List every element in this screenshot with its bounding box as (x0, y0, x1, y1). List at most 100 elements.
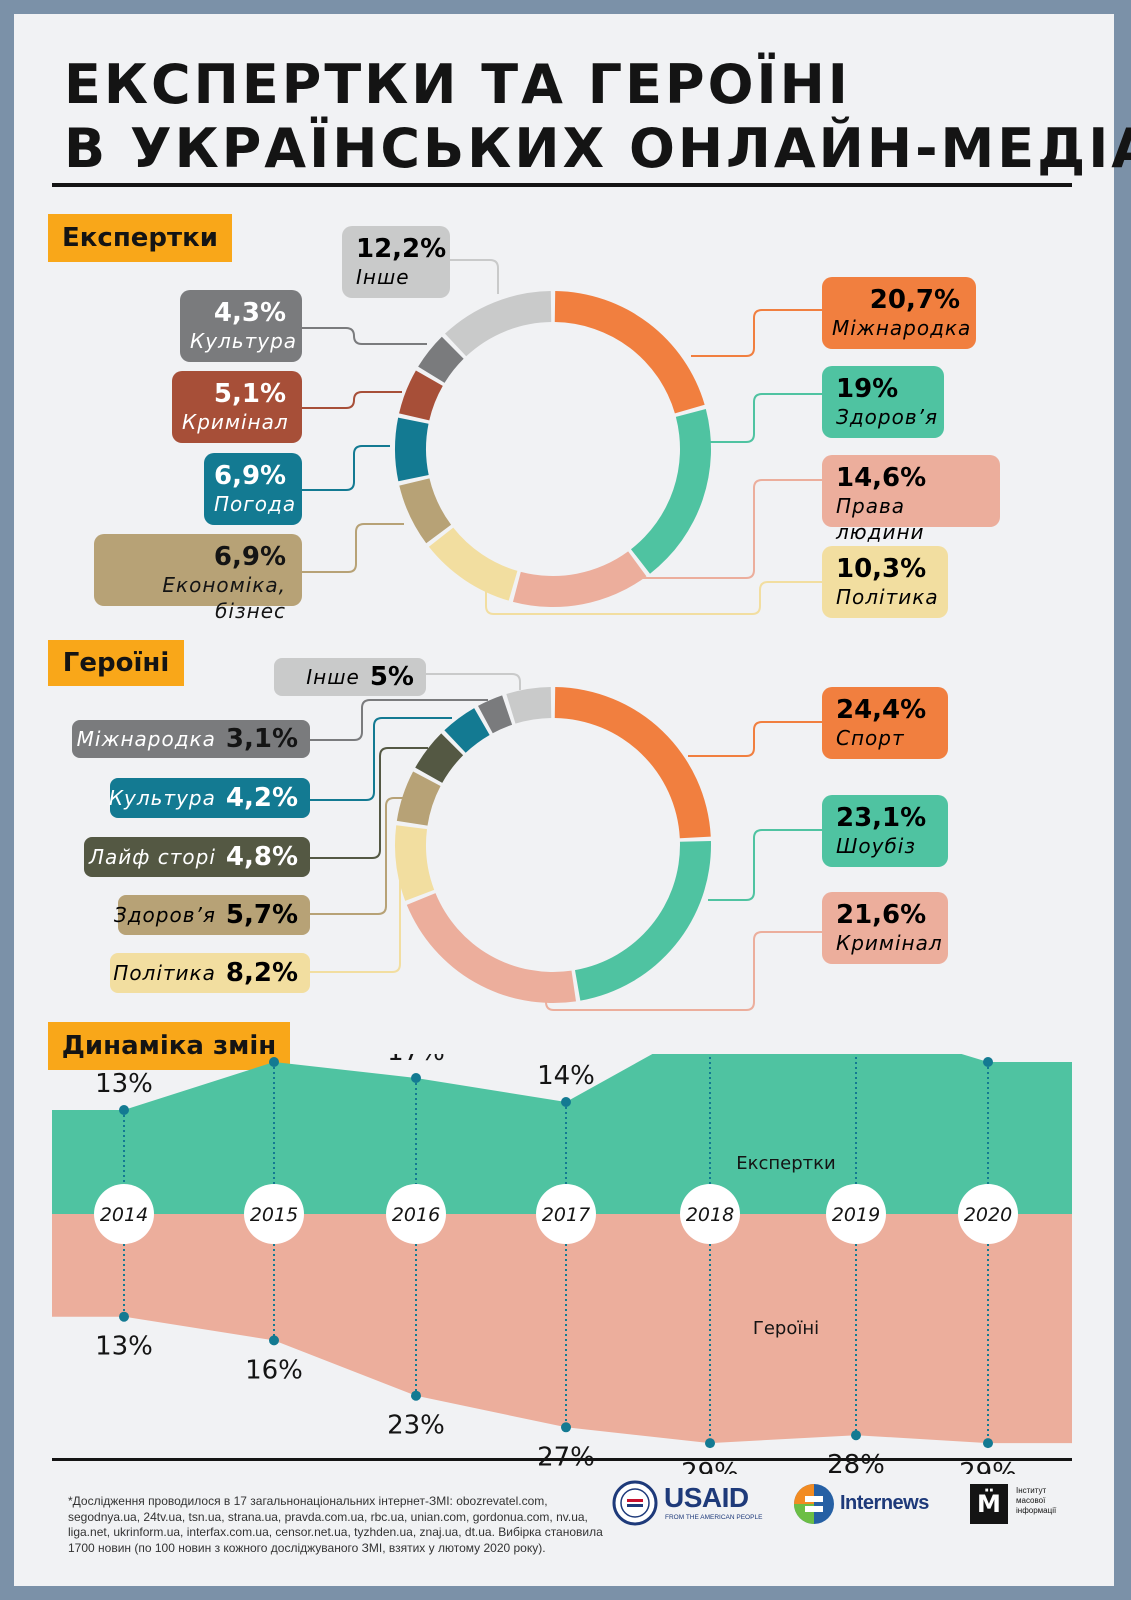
usaid-tagline: FROM THE AMERICAN PEOPLE (665, 1514, 763, 1521)
heroines-label-crime: 21,6% Кримінал (822, 892, 948, 964)
heroines-donut-slice-4 (396, 771, 441, 826)
year-badge (536, 1184, 596, 1244)
heroines-point (851, 1430, 861, 1441)
experts-donut-slice-0 (554, 291, 705, 414)
experts-value-label: 13% (95, 1069, 153, 1099)
experts-human-rights-label: Права людини (836, 494, 925, 544)
year-badge (94, 1184, 154, 1244)
heroines-donut-slice-2 (406, 893, 577, 1003)
experts-label-crime: 5,1% Кримінал (172, 371, 302, 443)
experts-value-label: 17% (387, 1054, 445, 1067)
experts-point (119, 1105, 129, 1115)
heroines-point (269, 1335, 279, 1346)
heroines-politics-label: Політика (113, 961, 216, 985)
experts-health-value: 19% (836, 374, 899, 404)
heroines-label-life-story: Лайф сторі 4,8% (84, 837, 310, 877)
infographic-card: ЕКСПЕРТКИ ТА ГЕРОЇНІ В УКРАЇНСЬКИХ ОНЛАЙ… (14, 14, 1131, 1586)
year-label: 2016 (392, 1204, 440, 1226)
heroines-donut-slice-5 (415, 733, 464, 783)
heroines-crime-label: Кримінал (836, 931, 943, 955)
experts-politics-label: Політика (836, 585, 939, 609)
heroines-label-international: Міжнародка 3,1% (72, 720, 310, 758)
experts-donut-slice-7 (418, 336, 464, 383)
experts-label-health: 19% Здоров’я (822, 366, 944, 438)
experts-donut-slice-4 (399, 478, 452, 544)
heroines-label-sport: 24,4% Спорт (822, 687, 948, 759)
experts-international-label: Міжнародка (832, 316, 972, 340)
section-tag-experts: Експертки (48, 214, 232, 262)
experts-crime-label: Кримінал (182, 410, 289, 434)
heroines-donut-slice-7 (478, 695, 513, 734)
heroines-crime-value: 21,6% (836, 900, 927, 930)
heroines-point (983, 1438, 993, 1449)
heroines-value-label: 27% (537, 1442, 595, 1472)
heroines-politics-value: 8,2% (225, 958, 298, 988)
experts-value-label: 14% (537, 1061, 595, 1091)
experts-economy-value: 6,9% (213, 542, 286, 572)
heroines-international-label: Міжнародка (76, 727, 216, 751)
heroines-donut-slice-8 (506, 687, 552, 724)
heroines-donut-slice-0 (554, 687, 711, 839)
section-tag-heroines: Героїні (48, 640, 184, 686)
title-divider (52, 183, 1072, 187)
heroines-donut-slice-3 (395, 825, 435, 901)
heroines-value-label: 29% (681, 1458, 739, 1474)
heroines-culture-label: Культура (108, 786, 216, 810)
experts-label-international: 20,7% Міжнародка (822, 277, 976, 349)
usaid-wordmark: USAID (664, 1482, 749, 1513)
experts-donut-slice-3 (428, 527, 518, 601)
heroines-donut-chart (395, 687, 711, 1003)
experts-other-value: 12,2% (356, 234, 447, 264)
page-title-line2: В УКРАЇНСЬКИХ ОНЛАЙН-МЕДІА (64, 117, 1131, 180)
internews-wordmark: Internews (840, 1492, 929, 1514)
heroines-showbiz-value: 23,1% (836, 803, 927, 833)
year-label: 2019 (832, 1204, 880, 1226)
heroines-life-story-label: Лайф сторі (89, 845, 216, 869)
experts-point (561, 1097, 571, 1107)
internews-mark-icon (794, 1484, 834, 1524)
experts-donut-slice-2 (512, 551, 647, 607)
heroines-label-showbiz: 23,1% Шоубіз (822, 795, 948, 867)
year-badge (244, 1184, 304, 1244)
year-label: 2014 (100, 1204, 148, 1226)
experts-crime-value: 5,1% (213, 379, 286, 409)
heroines-label-politics: Політика 8,2% (110, 953, 310, 993)
experts-health-label: Здоров’я (836, 405, 938, 429)
internews-logo: Internews (792, 1482, 952, 1526)
experts-donut-chart (395, 291, 711, 607)
experts-donut-slice-6 (399, 370, 443, 421)
experts-label-other: 12,2% Інше (342, 226, 450, 298)
usaid-logo: USAID FROM THE AMERICAN PEOPLE (612, 1480, 762, 1526)
experts-weather-value: 6,9% (214, 461, 287, 491)
experts-point (983, 1057, 993, 1067)
connector-lines (302, 259, 822, 1011)
heroines-point (561, 1422, 571, 1433)
heroines-sport-value: 24,4% (836, 695, 927, 725)
heroines-label-health: Здоров’я 5,7% (114, 895, 310, 935)
experts-international-value: 20,7% (869, 285, 960, 315)
page-title-line1: ЕКСПЕРТКИ ТА ГЕРОЇНІ (64, 53, 851, 116)
experts-human-rights-value: 14,6% (836, 463, 927, 493)
heroines-label-other: Інше 5% (274, 658, 426, 696)
imi-mark-icon: М̈ (970, 1484, 1008, 1524)
experts-other-label: Інше (356, 265, 410, 289)
heroines-point (119, 1311, 129, 1322)
heroines-showbiz-label: Шоубіз (836, 834, 916, 858)
heroines-culture-value: 4,2% (225, 783, 298, 813)
heroines-label-culture: Культура 4,2% (108, 778, 310, 818)
experts-donut-slice-8 (445, 291, 552, 357)
year-label: 2015 (250, 1204, 298, 1226)
heroines-international-value: 3,1% (225, 724, 298, 754)
experts-label-human-rights: 14,6% Права людини (822, 455, 1000, 544)
heroines-point (705, 1438, 715, 1449)
heroines-donut-slice-1 (574, 841, 711, 1001)
experts-series-label: Експертки (736, 1153, 835, 1174)
heroines-series-label: Героїні (753, 1318, 819, 1339)
experts-culture-label: Культура (190, 329, 298, 353)
experts-donut-slice-1 (630, 408, 711, 574)
heroines-sport-label: Спорт (836, 726, 905, 750)
experts-label-economy: 6,9% Економіка, бізнес (94, 534, 302, 623)
year-badge (958, 1184, 1018, 1244)
heroines-health-value: 5,7% (225, 900, 298, 930)
heroines-other-value: 5% (369, 662, 414, 692)
